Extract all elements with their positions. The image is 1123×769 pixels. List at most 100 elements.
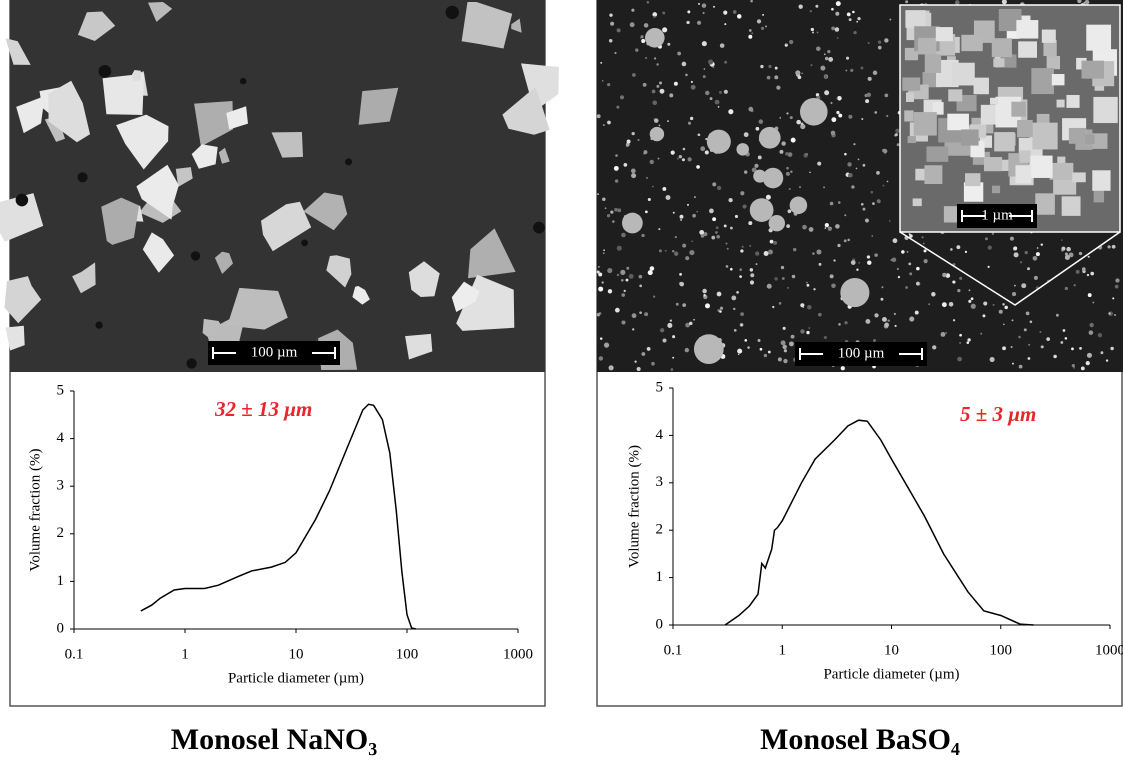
inset-crystal	[1081, 60, 1104, 79]
y-tick-label: 5	[57, 382, 65, 398]
grain	[1019, 261, 1023, 264]
grain	[701, 3, 707, 8]
grain	[928, 303, 931, 306]
crystal	[352, 286, 370, 305]
grain	[800, 303, 805, 308]
grain	[602, 124, 605, 126]
grain	[715, 226, 719, 230]
grain	[923, 259, 928, 264]
x-tick-label: 1	[181, 646, 189, 662]
grain	[844, 152, 847, 156]
inset-crystal	[1015, 165, 1032, 184]
crystal	[5, 325, 25, 351]
grain	[884, 93, 889, 98]
grain	[723, 224, 727, 228]
grain	[1021, 283, 1027, 289]
crystal	[102, 73, 145, 115]
grain	[635, 48, 639, 52]
grain	[867, 76, 872, 81]
inset-crystal	[951, 62, 975, 86]
grain	[1108, 312, 1111, 315]
grain	[602, 197, 606, 202]
grain	[823, 186, 825, 189]
grain	[820, 65, 826, 71]
grain	[790, 170, 793, 173]
grain	[766, 283, 772, 289]
grain	[628, 273, 634, 279]
grain	[1012, 362, 1014, 365]
crystal	[214, 251, 233, 274]
inset-crystal	[917, 37, 937, 55]
grain	[639, 311, 642, 315]
grain	[762, 13, 764, 16]
grain	[737, 353, 740, 356]
grain	[772, 305, 775, 309]
grain	[643, 23, 649, 28]
grain	[757, 338, 761, 342]
grain	[774, 277, 778, 281]
grain	[774, 75, 779, 80]
crystal	[261, 201, 312, 252]
grain	[598, 272, 603, 277]
grain	[652, 185, 654, 188]
inset-crystal	[905, 92, 914, 102]
grain	[646, 176, 649, 179]
grain	[681, 61, 687, 67]
grain	[678, 154, 683, 159]
grain	[790, 334, 795, 339]
grain	[621, 320, 626, 325]
grain	[921, 236, 924, 239]
grain	[651, 89, 656, 94]
grain	[606, 214, 611, 218]
grain	[1081, 267, 1086, 271]
grain	[673, 251, 679, 256]
grain	[1071, 364, 1075, 368]
grain	[676, 157, 679, 160]
grain	[954, 0, 960, 5]
grain	[674, 235, 677, 239]
grain	[696, 210, 699, 213]
grain	[600, 61, 603, 64]
inset-crystal	[1046, 56, 1061, 70]
inset-crystal	[1011, 101, 1026, 117]
crystal	[358, 87, 399, 125]
grain	[897, 275, 901, 279]
grain	[679, 281, 685, 287]
crystal	[16, 96, 45, 134]
grain	[669, 93, 674, 98]
grain	[1107, 245, 1111, 249]
grain	[980, 332, 983, 335]
grain	[662, 11, 666, 15]
grain	[836, 110, 840, 115]
grain	[848, 18, 852, 22]
grain	[731, 295, 737, 301]
grain	[829, 274, 834, 279]
grain	[672, 335, 676, 339]
grain	[909, 316, 915, 322]
grain	[723, 10, 728, 15]
grain	[1112, 297, 1115, 300]
grain	[837, 243, 841, 248]
grain	[693, 318, 695, 321]
y-tick-label: 2	[656, 522, 664, 538]
grain	[755, 263, 758, 266]
inset-crystal	[1093, 190, 1105, 203]
y-tick-label: 5	[656, 379, 664, 395]
grain	[637, 139, 640, 142]
grain	[740, 323, 743, 327]
grain	[662, 187, 667, 191]
grain	[766, 75, 771, 80]
grain	[740, 191, 745, 196]
grain	[596, 313, 601, 317]
grain	[895, 128, 900, 134]
crystal	[77, 11, 116, 41]
grain	[682, 303, 687, 307]
grain	[724, 60, 728, 64]
grain	[755, 251, 760, 256]
grain	[719, 310, 722, 313]
grain	[732, 10, 737, 14]
grain	[795, 70, 801, 76]
inset-crystal	[948, 89, 963, 102]
grain	[805, 152, 808, 156]
grain	[743, 170, 748, 174]
